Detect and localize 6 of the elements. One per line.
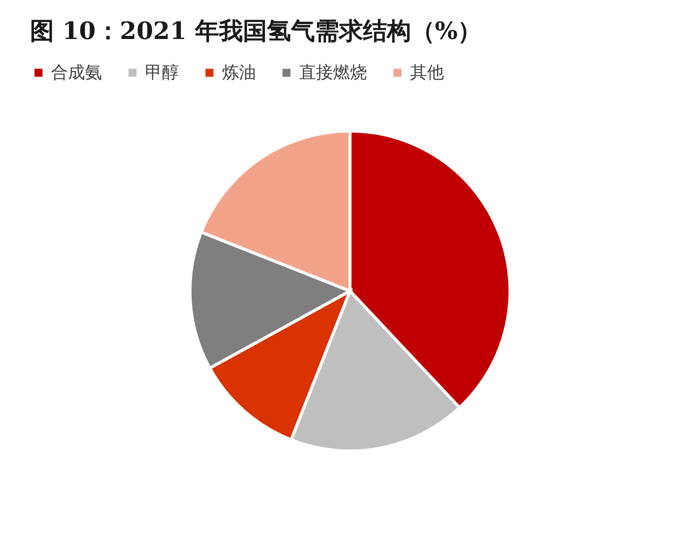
legend-label: 直接燃烧 — [299, 62, 367, 83]
legend-label: 合成氨 — [51, 62, 102, 83]
legend-label: 其他 — [410, 62, 444, 83]
legend-label: 炼油 — [222, 62, 256, 83]
chart-title: 图 10：2021 年我国氢气需求结构（%） — [30, 16, 482, 45]
legend-label: 甲醇 — [145, 62, 179, 83]
